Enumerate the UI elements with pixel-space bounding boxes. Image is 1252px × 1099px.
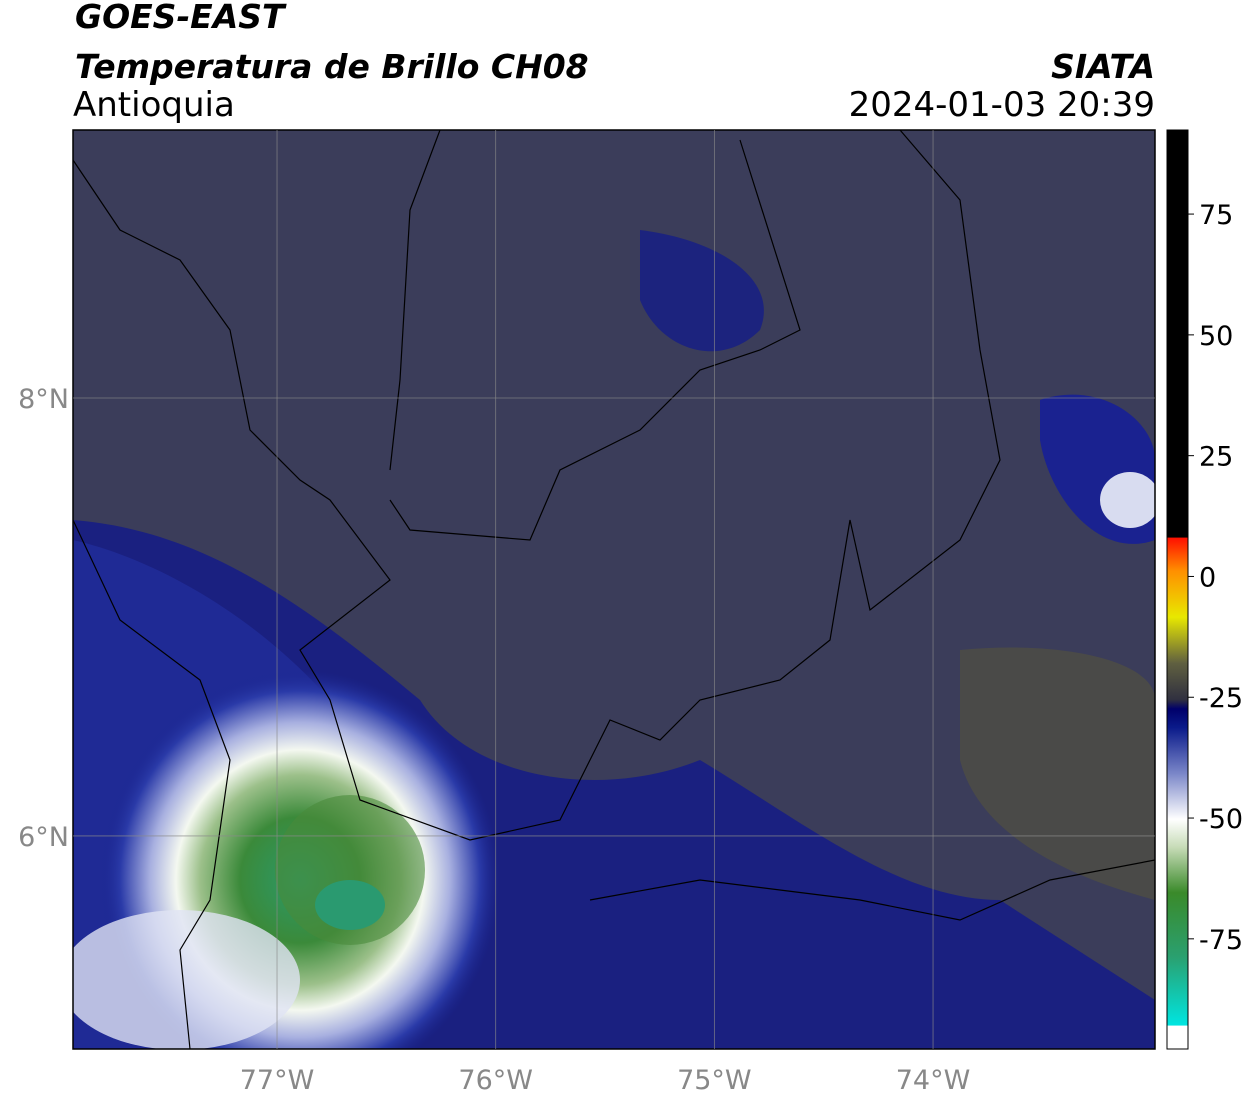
datetime: 2024-01-03 20:39	[849, 85, 1155, 125]
colorbar	[1166, 129, 1189, 1050]
colorbar-tick-label: -75	[1199, 925, 1243, 956]
region: Antioquia	[73, 85, 235, 125]
y-tick-label: 6°N	[18, 822, 69, 853]
colorbar-tick-label: -50	[1199, 804, 1243, 835]
x-tick-label: 75°W	[677, 1065, 752, 1096]
x-tick-label: 77°W	[240, 1065, 315, 1096]
x-tick-label: 74°W	[896, 1065, 971, 1096]
colorbar-tick-label: 25	[1199, 442, 1233, 473]
colorbar-tick-label: -25	[1199, 683, 1243, 714]
colorbar-tick-label: 75	[1199, 200, 1233, 231]
x-tick-label: 76°W	[458, 1065, 533, 1096]
colorbar-tick-label: 50	[1199, 321, 1233, 352]
subtitle: Temperatura de Brillo CH08	[75, 47, 589, 86]
y-tick-label: 8°N	[18, 384, 69, 415]
source: SIATA	[1051, 47, 1155, 86]
map-frame	[72, 129, 1156, 1050]
title: GOES-EAST	[75, 0, 287, 36]
colorbar-tick-label: 0	[1199, 562, 1216, 593]
satellite-image	[73, 130, 1155, 1049]
